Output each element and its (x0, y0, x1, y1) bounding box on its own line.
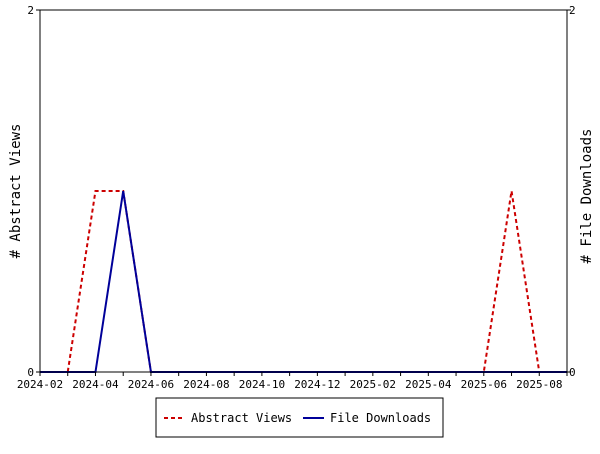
y-tick-label-right: 2 (569, 4, 576, 17)
x-tick-label: 2025-04 (405, 378, 452, 391)
plot-frame (39, 9, 568, 373)
labels-layer: 2024-02 2024-04 2024-06 2024-08 2024-10 2024-… (17, 4, 576, 391)
x-tick-label: 2024-06 (128, 378, 174, 391)
y-axis-title-left: # Abstract Views (8, 124, 24, 259)
x-tick-label: 2024-12 (294, 378, 340, 391)
marks-layer (40, 190, 567, 373)
legend-label-file-downloads: File Downloads (330, 411, 431, 425)
y-tick-label-left: 0 (27, 366, 34, 379)
x-tick-label: 2025-08 (516, 378, 562, 391)
x-tick-label: 2025-02 (350, 378, 396, 391)
x-tick-label: 2024-02 (17, 378, 63, 391)
x-tick-label: 2025-06 (461, 378, 507, 391)
x-tick-label: 2024-04 (72, 378, 119, 391)
legend-label-abstract-views: Abstract Views (191, 411, 292, 425)
legend: Abstract Views File Downloads (155, 397, 444, 438)
axes-layer (36, 9, 571, 376)
series-line-file-downloads (40, 190, 567, 373)
y-axis-title-right: # File Downloads (579, 129, 595, 264)
y-tick-label-right: 0 (569, 366, 576, 379)
x-tick-label: 2024-08 (183, 378, 229, 391)
legend-box (155, 397, 444, 438)
x-tick-label: 2024-10 (239, 378, 285, 391)
y-tick-label-left: 2 (27, 4, 34, 17)
